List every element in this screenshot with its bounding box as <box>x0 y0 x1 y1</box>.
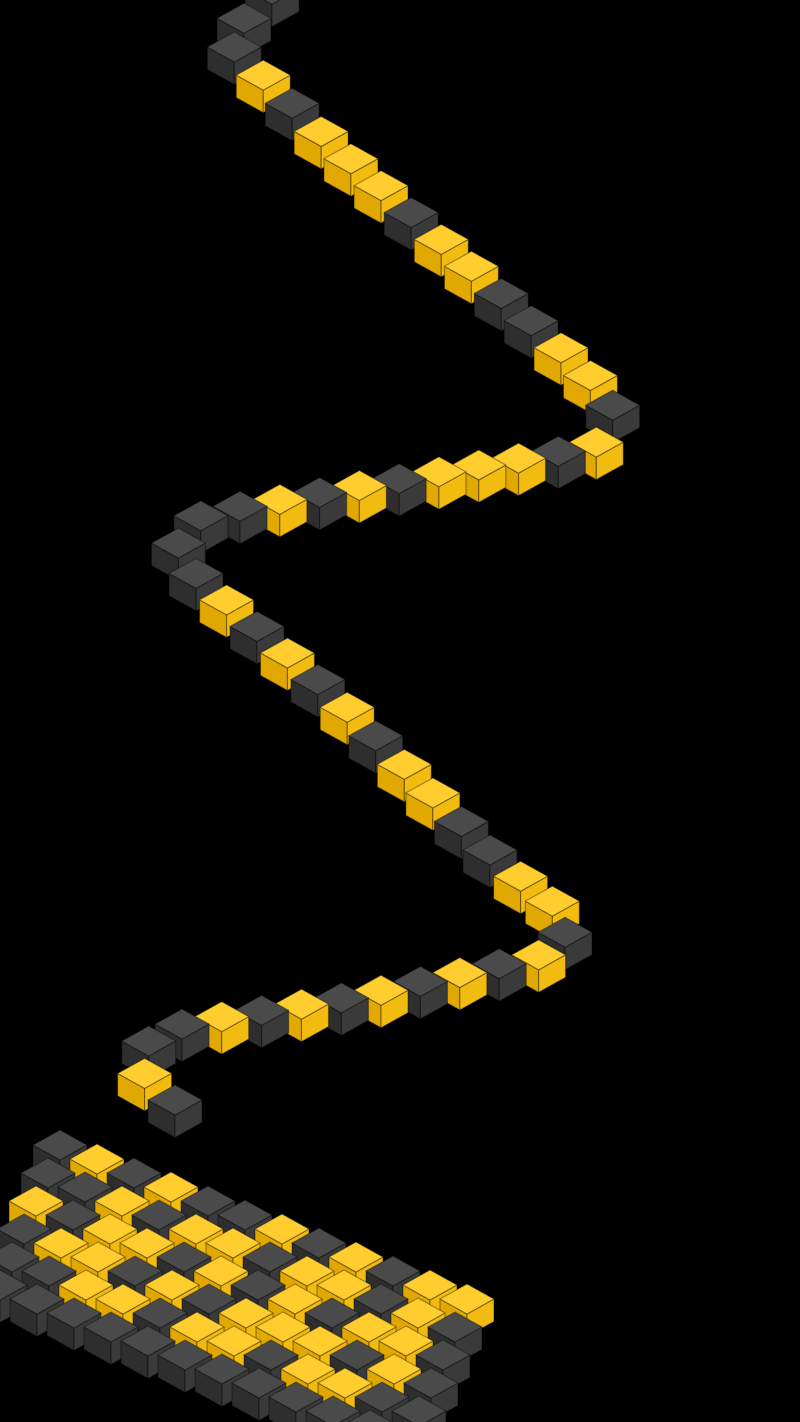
grid-cube <box>391 1395 447 1422</box>
chain-cube <box>259 637 316 692</box>
chain-cube <box>147 1084 203 1139</box>
chain-cube <box>117 1057 173 1112</box>
cube-grid <box>0 1129 495 1422</box>
grid-cube <box>347 1409 393 1422</box>
cube-chain <box>117 0 641 1139</box>
chain-cube <box>562 359 619 414</box>
